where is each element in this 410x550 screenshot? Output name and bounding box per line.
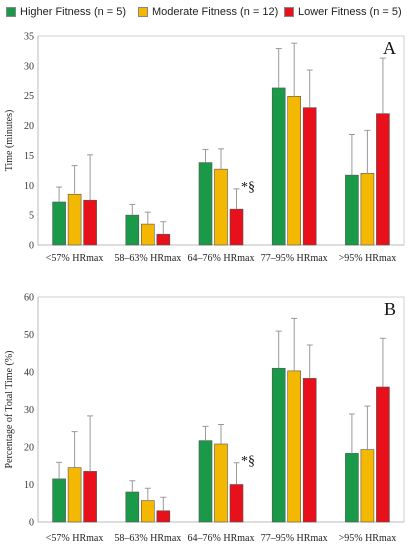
chart-panel-b: 0 10 20 30 40 50 60 Percentage of Total Time (%… <box>4 293 405 544</box>
category-label: >95% HRmax <box>339 253 397 264</box>
legend-swatch-moderate-fitness <box>138 7 148 17</box>
y-tick-label: 20 <box>24 121 34 132</box>
bar-lower-fitness <box>229 484 244 523</box>
bar-lower-fitness <box>83 199 97 246</box>
bar-moderate-fitness <box>214 443 228 523</box>
bar-moderate-fitness <box>360 173 375 246</box>
bar-higher-fitness <box>198 440 213 523</box>
bar-moderate-fitness <box>287 96 302 246</box>
bar-higher-fitness <box>198 162 213 246</box>
y-tick-label: 40 <box>24 368 34 379</box>
category-label: 77–95% HRmax <box>261 253 328 264</box>
category-label: 64–76% HRmax <box>188 533 255 544</box>
legend-swatch-lower-fitness <box>284 7 294 17</box>
y-tick-label: 0 <box>29 518 34 529</box>
bar-moderate-fitness <box>141 223 155 246</box>
category-label: 77–95% HRmax <box>261 533 328 544</box>
category-label: >95% HRmax <box>339 533 397 544</box>
bar-higher-fitness <box>52 201 66 246</box>
legend-label-moderate-fitness: Moderate Fitness (n = 12) <box>152 6 279 18</box>
y-tick-label: 60 <box>24 293 34 304</box>
bar-higher-fitness <box>345 453 359 523</box>
panel-label: A <box>383 38 396 58</box>
legend-item-moderate-fitness: Moderate Fitness (n = 12) <box>138 6 278 18</box>
significance-annotation: *§ <box>241 454 255 469</box>
category-label: 64–76% HRmax <box>188 253 255 264</box>
y-axis-title: Percentage of Total Time (%) <box>4 351 15 469</box>
bar-higher-fitness <box>125 491 140 523</box>
bar-higher-fitness <box>271 87 286 246</box>
y-tick-label: 10 <box>24 181 34 192</box>
bar-moderate-fitness <box>141 500 155 523</box>
bar-higher-fitness <box>52 478 66 523</box>
legend-swatch-higher-fitness <box>6 7 16 17</box>
bar-lower-fitness <box>156 510 171 523</box>
y-tick-label: 5 <box>29 211 34 222</box>
bar-higher-fitness <box>345 174 359 246</box>
category-label: <57% HRmax <box>46 253 104 264</box>
y-tick-label: 15 <box>24 151 34 162</box>
legend-label-higher-fitness: Higher Fitness (n = 5) <box>20 6 127 18</box>
bar-moderate-fitness <box>214 168 228 246</box>
y-tick-label: 0 <box>29 241 34 252</box>
bar-lower-fitness <box>156 233 171 246</box>
y-tick-label: 25 <box>24 91 34 102</box>
bar-lower-fitness <box>376 113 390 246</box>
y-axis-title: Time (minutes) <box>4 110 15 172</box>
bar-lower-fitness <box>302 378 317 523</box>
y-tick-label: 20 <box>24 443 34 454</box>
significance-annotation: *§ <box>241 180 255 195</box>
legend: Higher Fitness (n = 5) Moderate Fitness … <box>0 0 410 24</box>
category-label: <57% HRmax <box>46 533 104 544</box>
bar-lower-fitness <box>376 386 390 523</box>
bar-lower-fitness <box>302 107 317 246</box>
legend-item-lower-fitness: Lower Fitness (n = 5) <box>284 6 402 18</box>
y-tick-label: 35 <box>24 32 34 43</box>
chart-panel-a: 0 5 10 15 20 25 30 35 Time (minutes) A <57% HRmax 5… <box>4 32 405 264</box>
bar-moderate-fitness <box>360 449 375 523</box>
bar-lower-fitness <box>83 471 97 523</box>
bar-higher-fitness <box>271 367 286 523</box>
legend-label-lower-fitness: Lower Fitness (n = 5) <box>298 6 402 18</box>
category-label: 58–63% HRmax <box>114 253 181 264</box>
y-tick-label: 10 <box>24 480 34 491</box>
legend-item-higher-fitness: Higher Fitness (n = 5) <box>6 6 126 18</box>
y-tick-label: 30 <box>24 405 34 416</box>
bar-lower-fitness <box>229 208 244 246</box>
category-label: 58–63% HRmax <box>114 533 181 544</box>
bar-moderate-fitness <box>67 193 82 246</box>
bar-higher-fitness <box>125 214 140 246</box>
panel-label: B <box>384 299 396 319</box>
y-tick-label: 50 <box>24 330 34 341</box>
bar-moderate-fitness <box>67 467 82 523</box>
y-tick-label: 30 <box>24 61 34 72</box>
bar-moderate-fitness <box>287 370 302 523</box>
